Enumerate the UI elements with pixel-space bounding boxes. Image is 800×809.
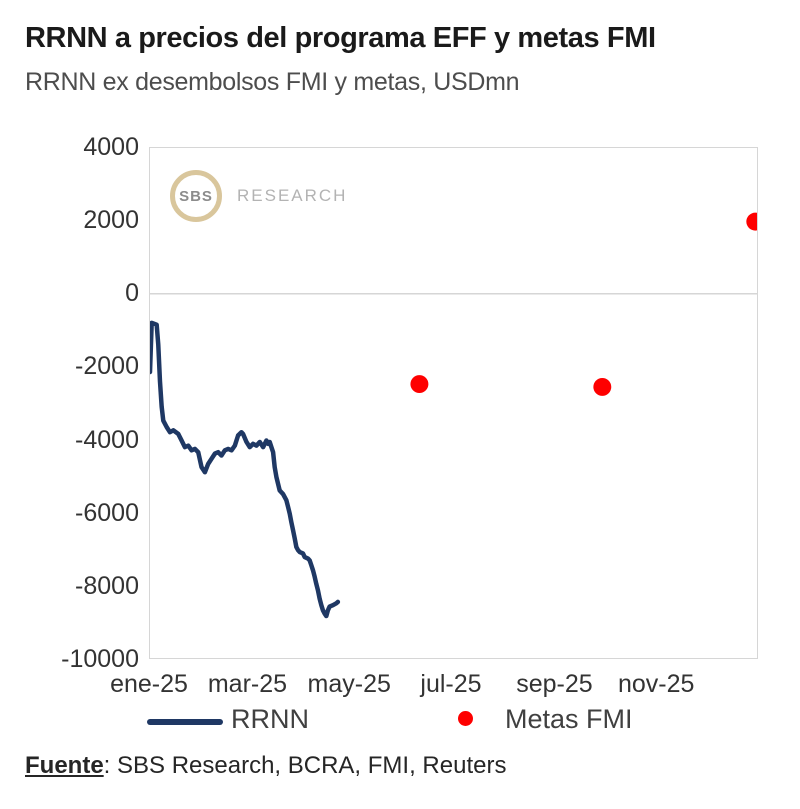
chart-subtitle: RRNN ex desembolsos FMI y metas, USDmn (25, 68, 520, 96)
metas-fmi-data-point (593, 377, 612, 396)
y-tick-label: -6000 (75, 498, 139, 527)
metas-fmi-data-point (410, 375, 429, 394)
chart-title: RRNN a precios del programa EFF y metas … (25, 22, 656, 54)
x-tick-label: jul-25 (420, 670, 482, 698)
legend-label-metas: Metas FMI (505, 704, 633, 734)
x-tick-label: nov-25 (617, 670, 695, 698)
y-tick-label: -2000 (75, 352, 139, 381)
chart-canvas (150, 212, 757, 619)
y-tick-label: -10000 (61, 645, 139, 673)
y-tick-label: -4000 (75, 425, 139, 454)
source-text: : SBS Research, BCRA, FMI, Reuters (103, 752, 507, 779)
x-tick-label: ene-25 (110, 670, 188, 698)
source-note: Fuente: SBS Research, BCRA, FMI, Reuters (25, 752, 506, 780)
rrnn-line-series (150, 320, 341, 619)
research-label: RESEARCH (237, 186, 348, 205)
x-tick-label: mar-25 (207, 670, 288, 698)
x-tick-label: sep-25 (516, 670, 593, 698)
x-tick-label: may-25 (307, 670, 391, 698)
plot-area: SBS RESEARCH (149, 147, 758, 659)
sbs-logo-text: SBS (179, 187, 213, 205)
metas-fmi-dot-swatch (458, 711, 473, 726)
y-tick-label: -8000 (75, 571, 139, 600)
y-tick-label: 2000 (83, 206, 139, 235)
source-label: Fuente (25, 752, 104, 779)
legend-label-rrnn: RRNN (231, 704, 309, 734)
sbs-logo-ring-icon: SBS (170, 170, 222, 222)
y-tick-label: 0 (125, 279, 139, 308)
y-tick-label: 4000 (83, 133, 139, 161)
sbs-research-logo: SBS RESEARCH (170, 170, 347, 222)
metas-fmi-data-point (746, 212, 757, 231)
rrnn-line-swatch (147, 719, 223, 725)
